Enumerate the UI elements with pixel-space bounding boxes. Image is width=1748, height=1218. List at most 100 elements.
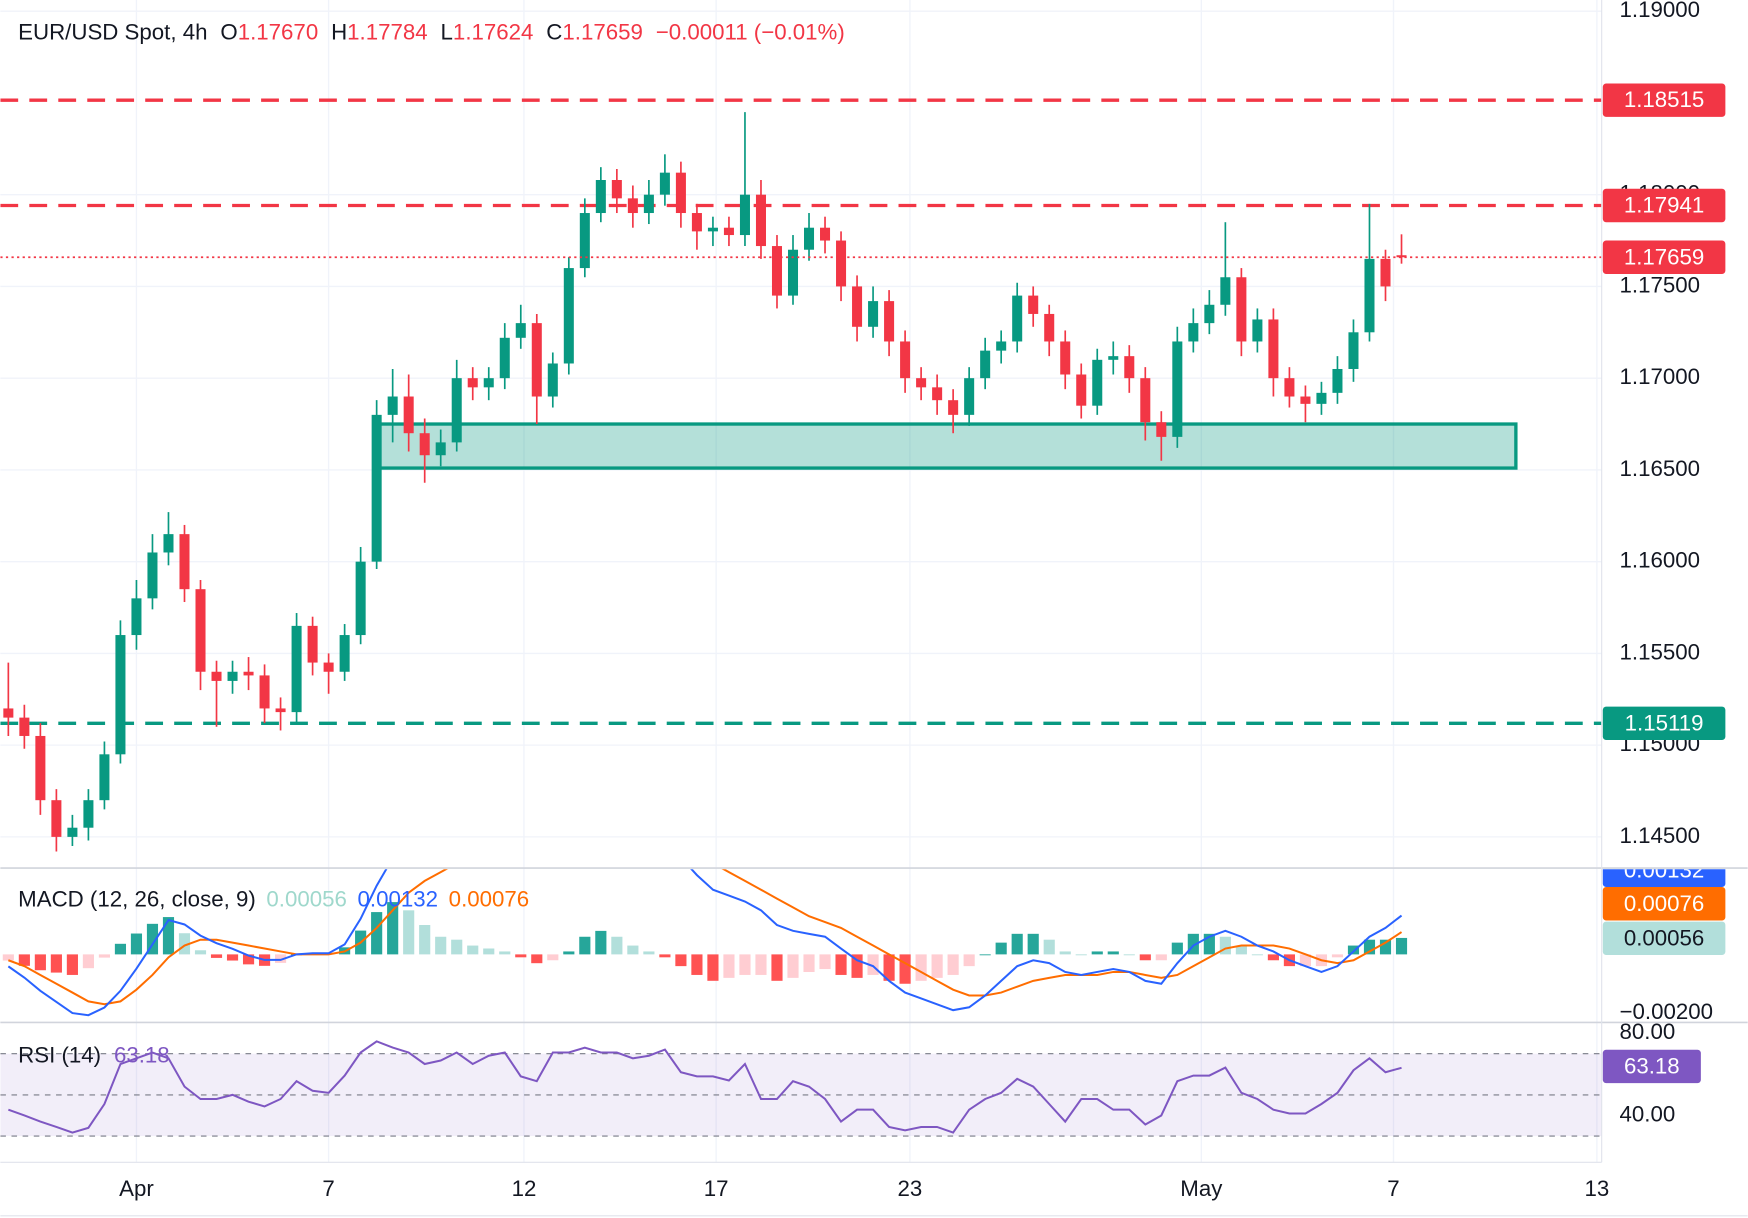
close-value: 1.17659 <box>562 19 643 44</box>
histogram-bar <box>947 954 959 975</box>
histogram-bar <box>595 930 607 955</box>
candle-body <box>1396 255 1407 258</box>
candle-body <box>467 378 478 388</box>
histogram-bar <box>1395 937 1408 955</box>
histogram-bar <box>1203 933 1215 955</box>
candle-body <box>115 635 126 755</box>
candle-body <box>1140 378 1151 423</box>
y-tick-label: 1.17500 <box>1620 272 1701 297</box>
histogram-bar <box>803 954 815 973</box>
histogram-value-box <box>1602 921 1726 956</box>
histogram-bar <box>210 954 223 958</box>
histogram-bar <box>82 954 94 969</box>
histogram-bar <box>515 954 527 958</box>
candle-body <box>579 213 590 269</box>
candle-body <box>1124 356 1135 379</box>
histogram-bar <box>707 954 719 981</box>
candle-body <box>1252 319 1263 342</box>
symbol: EUR/USD Spot, 4h <box>18 19 207 44</box>
macd-title: MACD (12, 26, close, 9) <box>18 886 256 911</box>
candle-body <box>227 671 238 681</box>
histogram-bar <box>787 954 799 978</box>
macd-line <box>7 869 1403 1017</box>
y-tick-label: 1.17000 <box>1620 364 1701 389</box>
level-box <box>1602 706 1726 741</box>
candle-body <box>99 754 110 801</box>
histogram-bar <box>979 954 991 956</box>
candle-body <box>675 172 686 214</box>
candle-body <box>1156 422 1167 437</box>
level-label: 1.17941 <box>1624 193 1705 218</box>
x-tick-label: 12 <box>512 1176 537 1201</box>
histogram-bar <box>771 954 783 981</box>
histogram-bar <box>499 951 511 955</box>
rsi-value-label: 63.18 <box>1624 1053 1680 1078</box>
macd-legend-value: 0.00132 <box>358 886 439 911</box>
histogram-bar <box>867 954 879 975</box>
histogram-bar <box>643 951 655 955</box>
histogram-bar <box>114 943 127 955</box>
level-label: 1.18515 <box>1624 87 1705 112</box>
candle-body <box>1380 258 1391 287</box>
chart-header: EUR/USD Spot, 4h O1.17670 H1.17784 L1.17… <box>18 19 845 44</box>
histogram-bar <box>835 954 847 975</box>
histogram-bar <box>739 954 751 975</box>
histogram-bar <box>194 950 207 955</box>
open-value: 1.17670 <box>238 19 319 44</box>
candle-body <box>1364 258 1375 333</box>
candle-body <box>515 323 526 338</box>
candle-body <box>371 414 382 562</box>
candle-body <box>659 172 670 195</box>
x-tick-label: Apr <box>119 1176 154 1201</box>
candle-body <box>1332 368 1343 393</box>
open-label: O <box>220 19 237 44</box>
histogram-bar <box>1155 954 1167 961</box>
histogram-bar <box>435 936 447 955</box>
histogram-bar <box>1187 933 1199 955</box>
histogram-bar <box>1379 939 1392 955</box>
histogram-bar <box>483 948 495 955</box>
candle-body <box>1348 332 1359 369</box>
candle-body <box>836 240 847 287</box>
histogram-bar <box>963 954 975 967</box>
candle-body <box>900 341 911 379</box>
candle-body <box>291 625 302 713</box>
macd-pane <box>2 869 1408 1017</box>
histogram-bar <box>1251 954 1263 956</box>
candle-body <box>211 671 222 681</box>
histogram-bar <box>1011 933 1023 955</box>
candle-body <box>1044 313 1055 342</box>
y-tick-label: −0.00200 <box>1620 999 1713 1024</box>
candle-body <box>35 735 46 801</box>
histogram-bar <box>1235 945 1247 955</box>
candle-body <box>627 198 638 214</box>
candle-body <box>307 625 318 663</box>
histogram-bar <box>371 912 383 955</box>
candle-body <box>19 717 30 736</box>
candle-body <box>1316 392 1327 404</box>
candle-body <box>948 400 959 415</box>
candle-body <box>1220 277 1231 305</box>
low-label: L <box>441 19 453 44</box>
label-layer: Apr7121723May7131.190001.180001.175001.1… <box>119 0 1726 1201</box>
candle-body <box>451 378 462 443</box>
candle-body <box>3 708 14 718</box>
candle-body <box>243 671 254 676</box>
histogram-bar <box>403 910 415 955</box>
histogram-bar <box>98 954 110 958</box>
candle-body <box>67 827 78 837</box>
candle-body <box>1300 396 1311 404</box>
signal-value-label: 0.00076 <box>1624 891 1705 916</box>
candle-body <box>163 534 174 553</box>
candle-body <box>932 387 943 401</box>
rsi-legend: RSI (14) 63.18 <box>18 1042 169 1067</box>
candle-body <box>195 589 206 672</box>
histogram-bar <box>1091 951 1103 955</box>
histogram-bar <box>387 902 399 955</box>
histogram-bar <box>2 954 14 961</box>
candle-body <box>563 268 574 364</box>
candle-body <box>1284 378 1295 397</box>
candle-body <box>643 194 654 214</box>
